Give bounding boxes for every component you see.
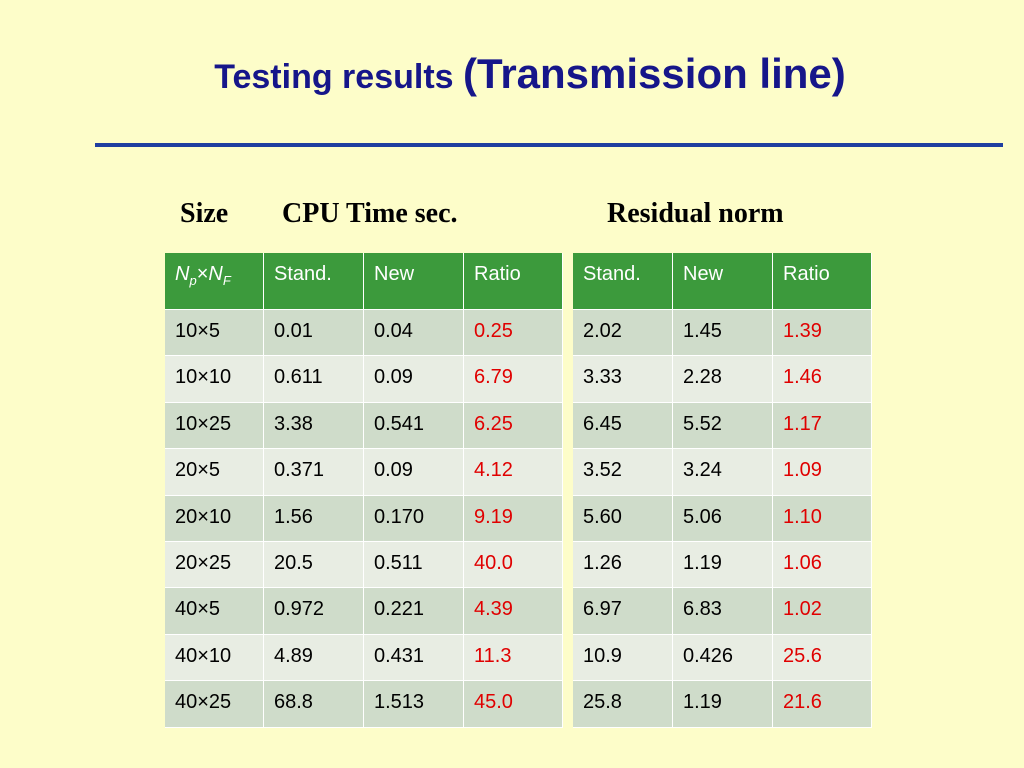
table-cell: 10×5 <box>165 310 264 357</box>
table-cell: 40.0 <box>464 542 563 589</box>
header-cell: Np×NF <box>165 253 264 310</box>
table-cell: 5.60 <box>573 495 673 542</box>
table-cell: 0.170 <box>364 495 464 542</box>
header-cell: New <box>364 253 464 310</box>
table-cell: 6.79 <box>464 356 563 403</box>
table-cell: 20×25 <box>165 542 264 589</box>
table-cell: 1.06 <box>773 542 872 589</box>
header-part: p <box>189 273 197 288</box>
table-cell: 0.01 <box>264 310 364 357</box>
table-cell: 1.26 <box>573 542 673 589</box>
table-cell: 2.28 <box>673 356 773 403</box>
table-cell: 3.33 <box>573 356 673 403</box>
table-cell: 40×5 <box>165 588 264 635</box>
table-cell: 0.426 <box>673 634 773 682</box>
table-cell: 11.3 <box>464 634 563 682</box>
table-cell: 40×25 <box>165 681 264 728</box>
table-cell: 3.38 <box>264 402 364 450</box>
header-part: N <box>208 263 223 285</box>
table-cell: 5.52 <box>673 402 773 450</box>
table-cell: 10×10 <box>165 356 264 403</box>
table-cell: 40×10 <box>165 634 264 682</box>
table-cell: 0.221 <box>364 588 464 635</box>
header-cell: Ratio <box>464 253 563 310</box>
heading: CPU Time sec. <box>282 198 458 229</box>
table-cell: 1.56 <box>264 495 364 542</box>
table-cell: 25.6 <box>773 634 872 682</box>
table-cell: 0.25 <box>464 310 563 357</box>
table-cell: 3.52 <box>573 449 673 496</box>
table-cell: 6.83 <box>673 588 773 635</box>
header-part: N <box>175 263 190 285</box>
table-cell: 10×25 <box>165 402 264 450</box>
table-cell: 6.45 <box>573 402 673 450</box>
table-cell: 0.09 <box>364 449 464 496</box>
table-cell: 9.19 <box>464 495 563 542</box>
table-cell: 1.45 <box>673 310 773 357</box>
table-cell: 3.24 <box>673 449 773 496</box>
table-cell: 4.39 <box>464 588 563 635</box>
table-cell: 6.25 <box>464 402 563 450</box>
slide-title: Testing results (Transmission line) <box>0 50 1024 98</box>
table-cell: 20.5 <box>264 542 364 589</box>
header-cell: Stand. <box>264 253 364 310</box>
table-cell: 0.972 <box>264 588 364 635</box>
table-cell: 0.511 <box>364 542 464 589</box>
table-cell: 0.09 <box>364 356 464 403</box>
header-part: × <box>196 263 209 285</box>
table-cell: 4.12 <box>464 449 563 496</box>
table-cell: 25.8 <box>573 681 673 728</box>
table-cell: 1.513 <box>364 681 464 728</box>
table-cell: 1.09 <box>773 449 872 496</box>
table-cell: 1.02 <box>773 588 872 635</box>
table-cell: 2.02 <box>573 310 673 357</box>
table-cell: 10.9 <box>573 634 673 682</box>
heading: Residual norm <box>607 198 784 229</box>
table-cell: 0.541 <box>364 402 464 450</box>
table-cell: 45.0 <box>464 681 563 728</box>
title-lead: Testing results <box>214 58 463 96</box>
table-cell: 0.611 <box>264 356 364 403</box>
header-cell: Stand. <box>573 253 673 310</box>
table-cell: 20×10 <box>165 495 264 542</box>
table-cell: 0.371 <box>264 449 364 496</box>
heading: Size <box>180 198 229 229</box>
table-cell: 20×5 <box>165 449 264 496</box>
table-cell: 4.89 <box>264 634 364 682</box>
table-cell: 1.10 <box>773 495 872 542</box>
table-cell: 6.97 <box>573 588 673 635</box>
header-cell: Ratio <box>773 253 872 310</box>
title-rule <box>95 143 1003 147</box>
table-cell: 0.04 <box>364 310 464 357</box>
table-cell: 5.06 <box>673 495 773 542</box>
table-cell: 0.431 <box>364 634 464 682</box>
header-cell: New <box>673 253 773 310</box>
table-cell: 1.19 <box>673 542 773 589</box>
title-main: (Transmission line) <box>463 50 846 97</box>
table-cell: 1.17 <box>773 402 872 450</box>
table-cell: 1.19 <box>673 681 773 728</box>
table-cell: 1.46 <box>773 356 872 403</box>
table-cell: 21.6 <box>773 681 872 728</box>
header-part: F <box>222 273 231 288</box>
table-cell: 1.39 <box>773 310 872 357</box>
table-cell: 68.8 <box>264 681 364 728</box>
